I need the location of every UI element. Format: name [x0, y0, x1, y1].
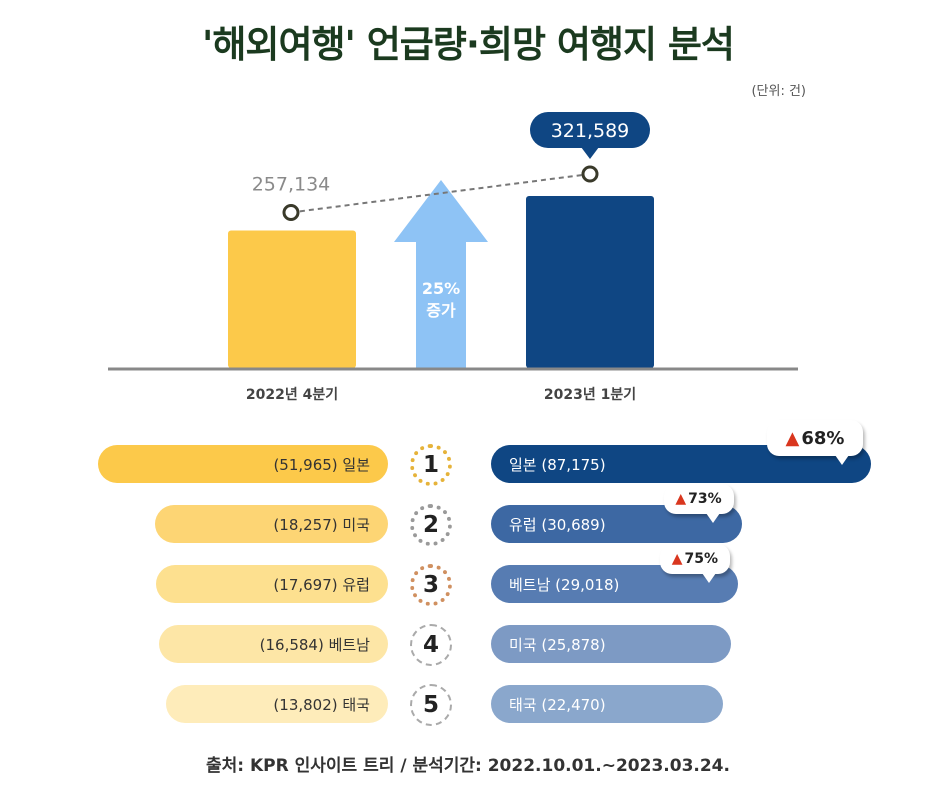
increase-annotation-line: 25% — [422, 279, 460, 298]
rank-badge: 4 — [410, 624, 452, 666]
category-label: 2022년 4분기 — [246, 387, 338, 403]
q4-2022-label: (51,965) 일본 — [273, 455, 370, 474]
q4-2022-bar: (51,965) 일본 — [98, 445, 388, 483]
q4-2022-bar: (18,257) 미국 — [155, 505, 388, 543]
data-point-marker — [581, 165, 599, 183]
q1-2023-label: 일본 (87,175) — [509, 455, 606, 474]
q1-2023-label: 태국 (22,470) — [509, 695, 606, 714]
increase-bubble: ▲ 68% — [767, 420, 863, 465]
q4-2022-bar: (17,697) 유럽 — [156, 565, 388, 603]
unit-label: (단위: 건) — [751, 84, 806, 99]
increase-bubble: ▲ 75% — [659, 544, 730, 583]
up-triangle-icon: ▲ — [671, 551, 683, 567]
q1-2023-label: 미국 (25,878) — [509, 635, 606, 654]
bar-2 — [526, 196, 654, 368]
data-label: 321,589 — [551, 120, 630, 142]
rank-badge: 5 — [410, 684, 452, 726]
ranking-row: (51,965) 일본 1 일본 (87,175) ▲ 68% — [0, 420, 936, 486]
q1-2023-bar: 태국 (22,470) — [491, 685, 723, 723]
q4-2022-bar: (13,802) 태국 — [165, 685, 388, 723]
data-label: 257,134 — [252, 173, 331, 195]
increase-arrow — [394, 180, 488, 368]
increase-value: 68% — [801, 427, 845, 449]
bubble-tail — [705, 513, 720, 523]
increase-value: 73% — [688, 491, 722, 507]
ranking-row: (17,697) 유럽 3 베트남 (29,018) ▲ 75% — [0, 544, 936, 606]
q4-2022-bar: (16,584) 베트남 — [158, 625, 388, 663]
data-point-marker — [282, 203, 300, 221]
q4-2022-label: (17,697) 유럽 — [273, 575, 370, 594]
q1-2023-label: 유럽 (30,689) — [509, 515, 606, 534]
ranking-row: (13,802) 태국 5 태국 (22,470) — [0, 682, 936, 726]
callout-bubble — [530, 112, 650, 148]
increase-bubble: ▲ 73% — [663, 484, 734, 523]
q4-2022-label: (16,584) 베트남 — [259, 635, 370, 654]
category-label: 2023년 1분기 — [544, 387, 636, 403]
q1-2023-bar: 미국 (25,878) — [491, 625, 731, 663]
q4-2022-label: (18,257) 미국 — [273, 515, 370, 534]
ranking-row: (16,584) 베트남 4 미국 (25,878) — [0, 622, 936, 666]
quarterly-mentions-chart: 25% 증가 257,134 321,589 2022년 4분기 2023년 1분기 — [108, 112, 798, 403]
rank-badge: 1 — [410, 444, 452, 486]
up-triangle-icon: ▲ — [675, 491, 687, 507]
rank-badge: 3 — [410, 564, 452, 606]
bubble-tail — [835, 455, 849, 465]
bar-1 — [228, 230, 356, 368]
q1-2023-label: 베트남 (29,018) — [509, 575, 620, 594]
ranking-row: (18,257) 미국 2 유럽 (30,689) ▲ 73% — [0, 484, 936, 546]
callout-tail — [581, 147, 599, 159]
q4-2022-label: (13,802) 태국 — [273, 695, 370, 714]
rank-badge: 2 — [410, 504, 452, 546]
up-triangle-icon: ▲ — [785, 427, 800, 449]
increase-value: 75% — [684, 551, 719, 567]
increase-annotation-line: 증가 — [426, 301, 456, 320]
bubble-tail — [701, 573, 716, 583]
source-note: 출처: KPR 인사이트 트리 / 분석기간: 2022.10.01.~2023… — [206, 756, 730, 776]
page-title: '해외여행' 언급량·희망 여행지 분석 — [202, 23, 735, 66]
